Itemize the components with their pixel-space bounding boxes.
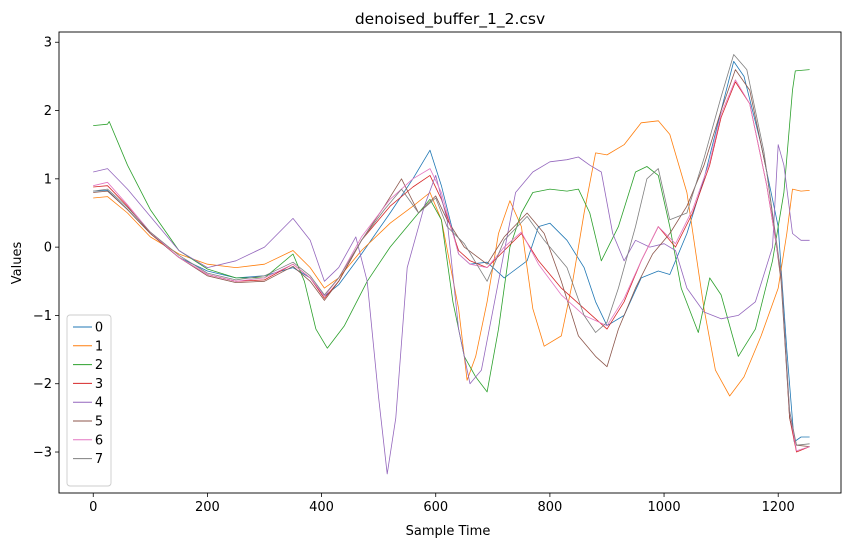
series-line-5 [93, 69, 810, 447]
legend-label-1: 1 [95, 339, 103, 354]
y-tick-label: 2 [44, 104, 52, 119]
y-tick-label: −3 [33, 446, 52, 461]
series-line-6 [93, 79, 810, 452]
x-axis-title: Sample Time [406, 524, 491, 539]
legend-label-5: 5 [95, 415, 103, 430]
y-tick-label: 0 [44, 241, 52, 256]
series-line-7 [93, 54, 810, 446]
y-tick-label: −2 [33, 377, 52, 392]
x-tick-label: 1000 [648, 500, 681, 515]
x-tick-label: 1200 [762, 500, 795, 515]
x-tick-label: 200 [195, 500, 220, 515]
series-line-1 [93, 120, 810, 397]
legend: 0 1 2 3 4 5 6 7 [66, 314, 112, 487]
x-tick-label: 400 [309, 500, 334, 515]
legend-label-4: 4 [95, 396, 103, 411]
legend-label-3: 3 [95, 377, 103, 392]
y-tick-label: 3 [44, 36, 52, 51]
y-tick-label: 1 [44, 172, 52, 187]
legend-label-7: 7 [95, 452, 103, 467]
series-line-3 [93, 81, 810, 453]
y-axis: −3 −2 −1 0 1 2 3 [33, 36, 59, 461]
plot-area [93, 54, 810, 475]
y-axis-title: Values [10, 242, 25, 285]
chart-title: denoised_buffer_1_2.csv [355, 10, 545, 29]
x-tick-label: 800 [537, 500, 562, 515]
y-tick-label: −1 [33, 309, 52, 324]
series-line-4 [93, 144, 810, 475]
x-tick-label: 0 [89, 500, 97, 515]
legend-label-6: 6 [95, 433, 103, 448]
x-tick-label: 600 [423, 500, 448, 515]
legend-label-2: 2 [95, 358, 103, 373]
x-axis: 0 200 400 600 800 1000 1200 [89, 493, 795, 515]
legend-label-0: 0 [95, 321, 103, 336]
plot-frame [58, 31, 842, 494]
legend-box [66, 314, 112, 487]
